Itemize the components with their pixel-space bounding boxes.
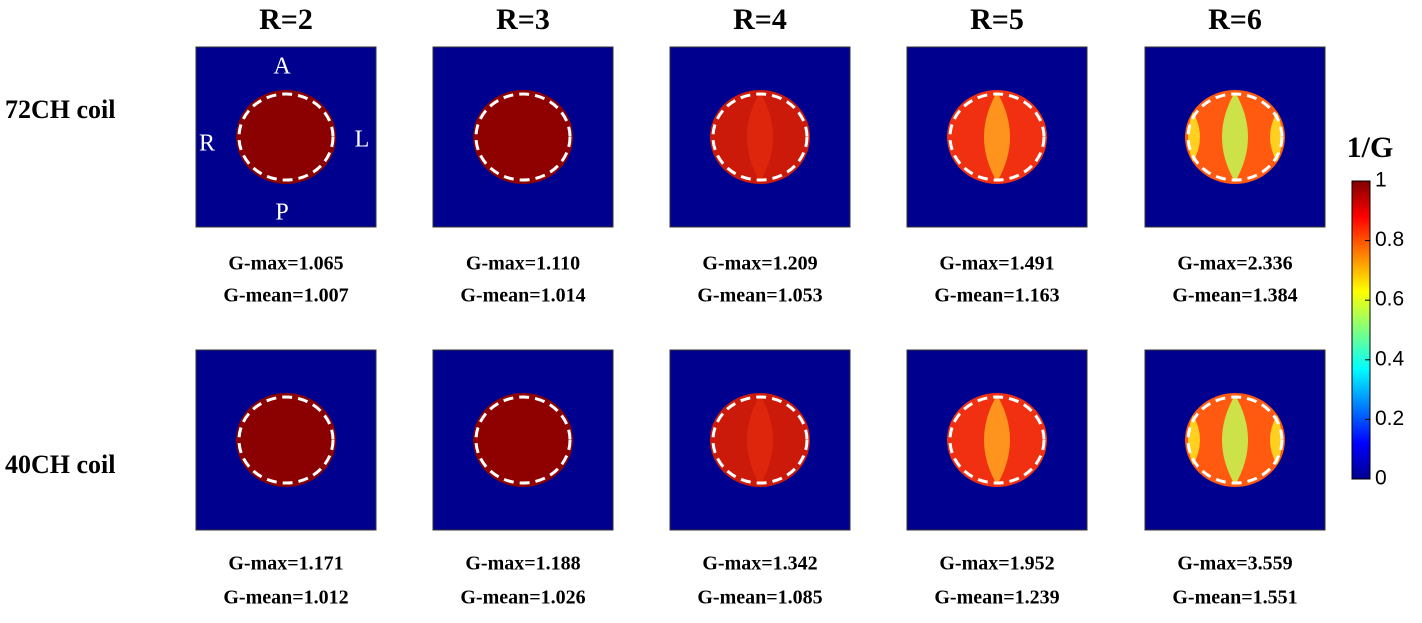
g-max: G-max=1.065	[228, 253, 343, 275]
roi-outline	[1186, 395, 1284, 485]
column-header: R=5	[970, 3, 1024, 36]
g-factor-lens	[984, 395, 1010, 485]
g-max: G-max=1.110	[466, 253, 580, 275]
g-mean: G-mean=1.239	[934, 587, 1059, 609]
g-max: G-max=1.342	[702, 553, 817, 575]
g-factor-side	[1270, 112, 1282, 162]
roi-outline	[237, 92, 335, 182]
row-label: 40CH coil	[5, 450, 116, 479]
colorbar-tick-label: 0.2	[1375, 407, 1404, 430]
g-factor-side	[1270, 415, 1282, 465]
column-header: R=3	[496, 3, 550, 36]
roi-outline	[474, 92, 572, 182]
roi-outline	[1186, 92, 1284, 182]
g-max: G-max=1.952	[939, 553, 1054, 575]
phantom	[473, 90, 573, 184]
colorbar-tick-label: 0.8	[1375, 228, 1404, 251]
orientation-label: A	[273, 54, 291, 80]
g-mean: G-mean=1.026	[460, 587, 585, 609]
column-header: R=4	[733, 3, 787, 36]
g-mean: G-mean=1.384	[1172, 285, 1297, 307]
roi-outline	[711, 395, 809, 485]
roi-outline	[711, 92, 809, 182]
g-factor-lens	[1222, 395, 1248, 485]
g-factor-lens	[984, 92, 1010, 182]
g-max: G-max=1.171	[228, 553, 343, 575]
phantom	[473, 393, 573, 487]
roi-outline	[948, 395, 1046, 485]
g-mean: G-mean=1.007	[223, 285, 348, 307]
g-mean: G-mean=1.012	[223, 587, 348, 609]
g-mean: G-mean=1.053	[697, 285, 822, 307]
g-factor-lens	[747, 92, 773, 182]
g-factor-lens	[1222, 92, 1248, 182]
row-label: 72CH coil	[5, 95, 116, 124]
roi-outline	[237, 395, 335, 485]
g-mean: G-mean=1.551	[1172, 587, 1297, 609]
g-mean: G-mean=1.085	[697, 587, 822, 609]
g-mean: G-mean=1.014	[460, 285, 585, 307]
g-max: G-max=1.491	[939, 253, 1054, 275]
colorbar-tick-label: 1	[1375, 169, 1387, 192]
g-max: G-max=1.209	[702, 253, 817, 275]
colorbar-tick-label: 0	[1375, 467, 1387, 490]
g-mean: G-mean=1.163	[934, 285, 1059, 307]
g-max: G-max=2.336	[1177, 253, 1292, 275]
column-header: R=2	[259, 3, 313, 36]
column-header: R=6	[1208, 3, 1262, 36]
roi-outline	[948, 92, 1046, 182]
orientation-label: L	[355, 127, 370, 153]
colorbar	[1351, 180, 1371, 480]
g-max: G-max=3.559	[1177, 553, 1292, 575]
colorbar-tick-label: 0.4	[1375, 347, 1405, 370]
phantom	[236, 90, 336, 184]
phantom	[236, 393, 336, 487]
roi-outline	[474, 395, 572, 485]
orientation-label: P	[275, 200, 288, 226]
colorbar-tick-label: 0.6	[1375, 288, 1404, 311]
g-max: G-max=1.188	[465, 553, 580, 575]
colorbar-title: 1/G	[1347, 131, 1394, 164]
orientation-label: R	[199, 131, 215, 157]
g-factor-lens	[747, 395, 773, 485]
